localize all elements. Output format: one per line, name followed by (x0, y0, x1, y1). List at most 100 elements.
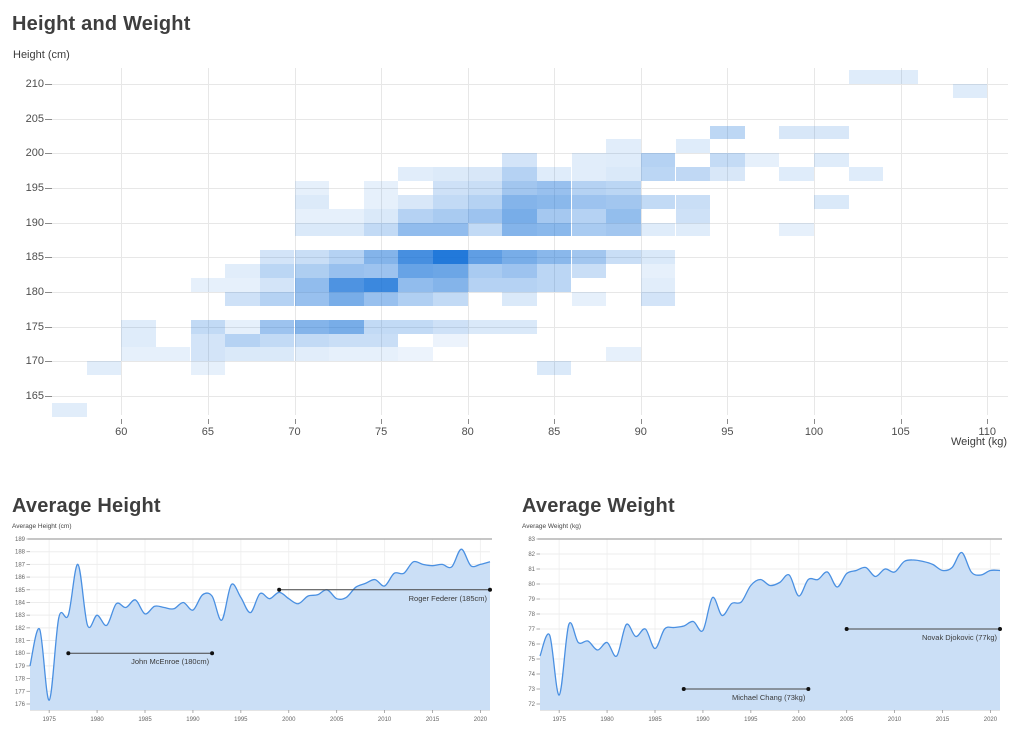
heatmap-cell[interactable] (121, 347, 156, 362)
heatmap-cell[interactable] (640, 278, 676, 292)
heatmap-cell[interactable] (571, 153, 607, 168)
heatmap-cell[interactable] (433, 222, 468, 237)
heatmap-cell[interactable] (433, 333, 468, 348)
heatmap-cell[interactable] (363, 208, 399, 223)
heatmap-cell[interactable] (225, 333, 260, 348)
heatmap-cell[interactable] (779, 167, 814, 181)
heatmap-cell[interactable] (363, 222, 399, 237)
heatmap-cell[interactable] (536, 208, 572, 223)
heatmap-cell[interactable] (502, 319, 537, 334)
heatmap-cell[interactable] (190, 333, 226, 348)
heatmap-cell[interactable] (502, 278, 537, 292)
heatmap-cell[interactable] (606, 222, 641, 237)
heatmap-cell[interactable] (571, 291, 607, 306)
heatmap-cell[interactable] (363, 333, 399, 348)
heatmap-cell[interactable] (363, 291, 399, 306)
heatmap-cell[interactable] (640, 153, 676, 168)
heatmap-cell[interactable] (294, 319, 330, 334)
heatmap-cell[interactable] (294, 222, 330, 237)
heatmap-cell[interactable] (779, 222, 814, 237)
heatmap-cell[interactable] (467, 278, 503, 292)
heatmap-cell[interactable] (190, 278, 226, 292)
heatmap-cell[interactable] (190, 361, 226, 376)
heatmap-cell[interactable] (190, 319, 226, 334)
heatmap-cell[interactable] (675, 222, 711, 237)
heatmap-cell[interactable] (329, 291, 364, 306)
heatmap-cell[interactable] (675, 208, 711, 223)
heatmap-cell[interactable] (329, 319, 364, 334)
heatmap-cell[interactable] (433, 194, 468, 209)
heatmap-cell[interactable] (294, 181, 330, 195)
heatmap-cell[interactable] (467, 194, 503, 209)
heatmap-cell[interactable] (467, 167, 503, 181)
heatmap-cell[interactable] (640, 194, 676, 209)
heatmap-cell[interactable] (675, 194, 711, 209)
heatmap-cell[interactable] (640, 222, 676, 237)
heatmap-cell[interactable] (640, 291, 676, 306)
heatmap-cell[interactable] (536, 278, 572, 292)
heatmap-cell[interactable] (329, 208, 364, 223)
heatmap-cell[interactable] (502, 291, 537, 306)
heatmap-cell[interactable] (536, 194, 572, 209)
heatmap-cell[interactable] (225, 264, 260, 279)
heatmap-cell[interactable] (398, 208, 433, 223)
heatmap-cell[interactable] (433, 208, 468, 223)
line-series[interactable] (29, 548, 491, 701)
heatmap-cell[interactable] (502, 181, 537, 195)
heatmap-cell[interactable] (294, 347, 330, 362)
heatmap-cell[interactable] (363, 194, 399, 209)
heatmap-cell[interactable] (640, 250, 676, 265)
heatmap-cell[interactable] (363, 347, 399, 362)
heatmap-cell[interactable] (433, 181, 468, 195)
heatmap-cell[interactable] (433, 278, 468, 292)
heatmap-cell[interactable] (398, 278, 433, 292)
heatmap-cell[interactable] (52, 402, 87, 417)
heatmap-cell[interactable] (606, 347, 641, 362)
heatmap-cell[interactable] (606, 194, 641, 209)
heatmap-cell[interactable] (363, 264, 399, 279)
heatmap-cell[interactable] (121, 333, 156, 348)
heatmap-cell[interactable] (502, 208, 537, 223)
heatmap-cell[interactable] (606, 208, 641, 223)
heatmap-cell[interactable] (536, 250, 572, 265)
heatmap-cell[interactable] (814, 125, 849, 140)
heatmap-cell[interactable] (675, 139, 711, 154)
heatmap-cell[interactable] (952, 83, 988, 98)
heatmap-cell[interactable] (329, 250, 364, 265)
heatmap-cell[interactable] (259, 250, 295, 265)
heatmap-cell[interactable] (329, 333, 364, 348)
heatmap-cell[interactable] (259, 347, 295, 362)
heatmap-cell[interactable] (536, 167, 572, 181)
heatmap-cell[interactable] (121, 319, 156, 334)
avg-height-plot[interactable]: 176 177 178 179 180 181 182 183 184 185 186 187 188 1… (0, 525, 505, 730)
heatmap-cell[interactable] (190, 347, 226, 362)
heatmap-cell[interactable] (467, 264, 503, 279)
heatmap-cell[interactable] (502, 222, 537, 237)
heatmap-plot[interactable] (52, 68, 1008, 417)
heatmap-cell[interactable] (502, 250, 537, 265)
heatmap-cell[interactable] (294, 250, 330, 265)
avg-weight-plot[interactable]: 72 73 74 75 76 77 78 79 80 81 82 83 1975 1980 1985 1990… (510, 525, 1015, 730)
heatmap-cell[interactable] (467, 181, 503, 195)
heatmap-cell[interactable] (640, 264, 676, 279)
heatmap-cell[interactable] (398, 250, 433, 265)
heatmap-cell[interactable] (710, 153, 745, 168)
heatmap-cell[interactable] (606, 181, 641, 195)
heatmap-cell[interactable] (571, 167, 607, 181)
heatmap-cell[interactable] (398, 319, 433, 334)
area-fill[interactable] (30, 549, 490, 710)
heatmap-cell[interactable] (363, 181, 399, 195)
heatmap-cell[interactable] (675, 167, 711, 181)
heatmap-cell[interactable] (848, 167, 884, 181)
heatmap-cell[interactable] (571, 181, 607, 195)
heatmap-cell[interactable] (571, 250, 607, 265)
heatmap-cell[interactable] (329, 278, 364, 292)
heatmap-cell[interactable] (502, 153, 537, 168)
heatmap-cell[interactable] (536, 361, 572, 376)
heatmap-cell[interactable] (606, 153, 641, 168)
heatmap-cell[interactable] (640, 167, 676, 181)
heatmap-cell[interactable] (363, 250, 399, 265)
heatmap-cell[interactable] (294, 208, 330, 223)
heatmap-cell[interactable] (848, 70, 884, 84)
heatmap-cell[interactable] (883, 70, 918, 84)
